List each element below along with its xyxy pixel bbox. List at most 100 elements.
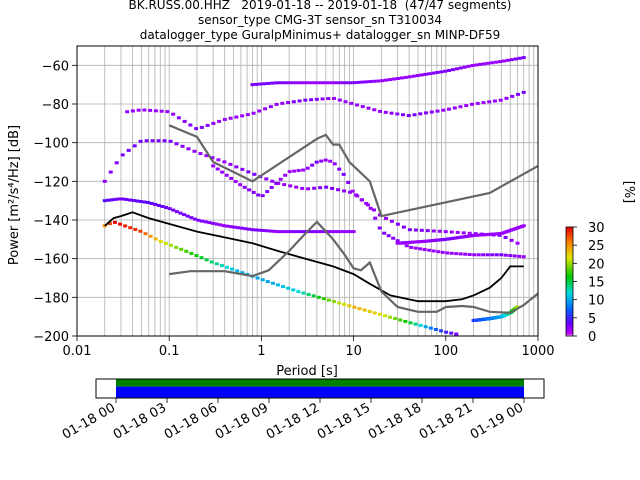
psd-density-cell — [502, 59, 507, 63]
psd-density-cell — [372, 79, 377, 83]
psd-density-cell — [380, 79, 385, 83]
psd-density-cell — [349, 101, 354, 105]
psd-density-cell — [255, 276, 260, 280]
colorbar-segment — [566, 246, 573, 250]
psd-density-cell — [407, 228, 412, 232]
psd-density-cell — [475, 101, 480, 105]
time-tick-label: 01-18 21 — [417, 400, 475, 442]
psd-density-cell — [148, 108, 153, 112]
colorbar-segment — [566, 277, 573, 281]
psd-density-cell — [153, 202, 158, 206]
psd-density-cell — [274, 102, 279, 106]
psd-density-cell — [316, 295, 321, 299]
psd-density-cell — [292, 169, 297, 173]
psd-density-cell — [454, 67, 459, 71]
psd-density-cell — [222, 117, 227, 121]
psd-density-cell — [269, 185, 274, 189]
chart-title-line2: sensor_type CMG-3T sensor_sn T310034 — [197, 13, 443, 27]
psd-density-cell — [391, 77, 396, 81]
psd-density-cell — [219, 264, 224, 268]
psd-density-cell — [153, 109, 158, 113]
psd-density-cell — [347, 230, 352, 234]
psd-density-cell — [377, 226, 382, 230]
psd-density-cell — [382, 314, 387, 318]
colorbar-segment — [566, 266, 573, 270]
psd-density-cell — [265, 229, 270, 233]
psd-density-cell — [174, 210, 179, 214]
colorbar-segment — [566, 325, 573, 328]
psd-density-cell — [199, 256, 204, 260]
curves — [104, 124, 539, 314]
psd-density-cell — [123, 224, 128, 228]
psd-density-cell — [428, 326, 433, 330]
psd-density-cell — [102, 199, 107, 203]
psd-density-cell — [286, 286, 291, 290]
psd-density-cell — [395, 76, 400, 80]
psd-density-cell — [487, 100, 492, 104]
psd-density-cell — [467, 231, 472, 235]
psd-density-cell — [189, 216, 194, 220]
psd-density-cell — [280, 101, 285, 105]
psd-density-cell — [243, 227, 248, 231]
y-tick-label: −60 — [42, 59, 69, 74]
psd-density-cell — [196, 218, 201, 222]
psd-density-cell — [367, 309, 372, 313]
psd-density-cell — [323, 158, 328, 162]
psd-density-cell — [233, 180, 238, 184]
psd-density-cell — [486, 61, 491, 65]
psd-density-cell — [230, 267, 235, 271]
colorbar-segment — [566, 306, 573, 310]
psd-density-cell — [395, 239, 400, 243]
psd-density-cell — [355, 194, 360, 198]
psd-density-cell — [418, 247, 423, 251]
psd-density-cell — [318, 186, 323, 190]
psd-density-cell — [406, 114, 411, 118]
psd-density-cell — [377, 312, 382, 316]
psd-density-cell — [283, 173, 288, 177]
psd-density-cell — [159, 109, 164, 113]
psd-density-cell — [337, 301, 342, 305]
psd-density-cell — [109, 198, 114, 202]
psd-density-cell — [503, 236, 508, 240]
chart-title-line1: BK.RUSS.00.HHZ 2019-01-18 -- 2019-01-18 … — [128, 0, 512, 12]
colorbar-segment — [566, 328, 573, 332]
psd-density-cell — [508, 254, 513, 258]
psd-density-cell — [135, 199, 140, 203]
y-axis-label: Power [m²/s⁴/Hz] [dB] — [7, 125, 22, 265]
psd-density-cell — [148, 234, 153, 238]
psd-density-cell — [382, 231, 387, 235]
time-tick-label: 01-18 12 — [264, 400, 322, 442]
psd-density-cell — [463, 252, 468, 256]
psd-density-cell — [423, 72, 428, 76]
plot-border — [76, 45, 539, 337]
psd-density-cell — [499, 253, 504, 257]
colorbar-segment — [566, 230, 573, 233]
psd-density-cell — [431, 71, 436, 75]
psd-density-cell — [329, 230, 334, 234]
colorbar-segment — [566, 248, 573, 252]
psd-density-cell — [215, 167, 220, 171]
density-heatmap — [102, 56, 526, 336]
psd-density-cell — [287, 170, 292, 174]
psd-density-cell — [388, 315, 393, 319]
psd-density-cell — [474, 63, 479, 67]
psd-density-cell — [220, 170, 225, 174]
psd-density-cell — [490, 253, 495, 257]
colorbar-segment — [566, 296, 573, 299]
psd-density-cell — [221, 224, 226, 228]
colorbar-segment — [566, 317, 573, 321]
psd-density-cell — [165, 110, 170, 114]
time-tick-label: 01-18 18 — [366, 400, 424, 442]
psd-density-cell — [386, 234, 391, 238]
psd-density-cell — [130, 109, 135, 113]
psd-density-cell — [504, 96, 509, 100]
psd-density-cell — [279, 230, 284, 234]
colorbar-segment — [566, 228, 573, 232]
colorbar-segment — [566, 250, 573, 253]
psd-density-cell — [490, 61, 495, 65]
chart-title-line3: datalogger_type GuralpMinimus+ datalogge… — [139, 28, 501, 42]
psd-density-cell — [464, 104, 469, 108]
psd-density-cell — [368, 206, 373, 210]
x-tick-label: 1000 — [521, 344, 554, 359]
